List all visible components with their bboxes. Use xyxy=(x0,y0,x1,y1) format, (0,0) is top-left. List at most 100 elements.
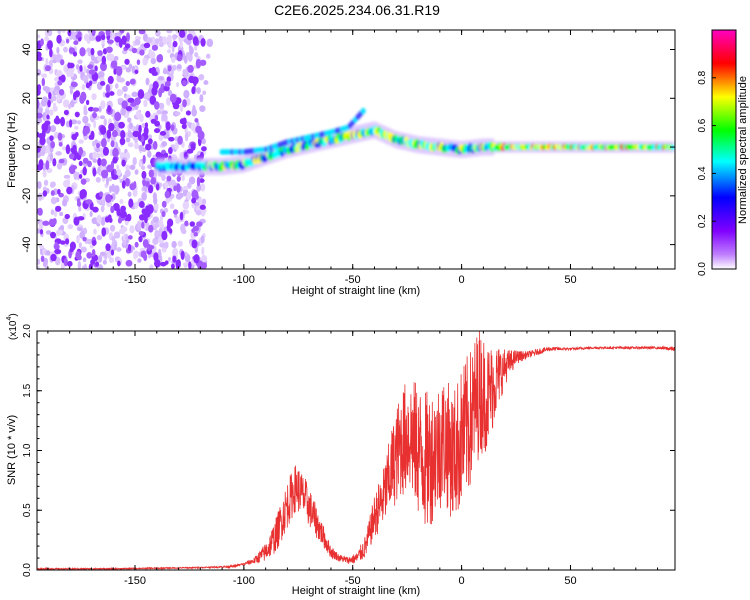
noise-speckle xyxy=(168,147,173,155)
y-tick-label: 40 xyxy=(21,43,33,55)
noise-speckle xyxy=(45,160,50,171)
noise-speckle xyxy=(120,107,127,116)
noise-speckle xyxy=(184,220,189,227)
noise-speckle xyxy=(195,58,202,69)
noise-speckle xyxy=(79,189,85,200)
noise-speckle xyxy=(56,34,62,44)
noise-speckle xyxy=(38,244,45,250)
noise-speckle xyxy=(119,198,124,205)
noise-speckle xyxy=(150,178,156,185)
noise-speckle xyxy=(91,217,98,225)
noise-speckle xyxy=(86,47,92,53)
noise-speckle xyxy=(167,256,171,262)
noise-speckle xyxy=(58,158,65,164)
noise-speckle xyxy=(113,55,119,61)
noise-speckle xyxy=(191,197,197,204)
noise-speckle xyxy=(109,257,114,263)
y-tick-label: 20 xyxy=(21,92,33,104)
colorbar-tick-label: 0.6 xyxy=(697,118,708,132)
noise-speckle xyxy=(82,127,88,137)
noise-speckle xyxy=(114,111,122,122)
noise-speckle xyxy=(176,64,182,70)
noise-speckle xyxy=(116,207,121,217)
noise-speckle xyxy=(95,146,100,153)
noise-speckle xyxy=(189,46,194,55)
y-tick-label: -20 xyxy=(21,188,33,204)
noise-speckle xyxy=(200,208,206,217)
noise-speckle xyxy=(148,184,154,194)
noise-speckle xyxy=(144,143,152,151)
snr-x-axis-label: Height of straight line (km) xyxy=(292,585,420,597)
noise-speckle xyxy=(56,46,60,54)
noise-speckle xyxy=(199,105,206,113)
noise-speckle xyxy=(163,152,169,159)
noise-speckle xyxy=(153,128,161,134)
noise-speckle xyxy=(125,177,130,187)
noise-speckle xyxy=(64,238,70,245)
noise-speckle xyxy=(63,109,69,116)
noise-speckle xyxy=(63,179,70,188)
noise-speckle xyxy=(40,144,46,153)
noise-speckle xyxy=(49,48,53,58)
noise-speckle xyxy=(48,92,52,100)
noise-speckle xyxy=(188,261,192,269)
noise-speckle xyxy=(107,105,112,113)
noise-speckle xyxy=(46,114,50,120)
noise-speckle xyxy=(147,134,153,140)
noise-speckle xyxy=(138,160,142,168)
noise-speckle xyxy=(134,39,141,46)
noise-speckle xyxy=(114,185,120,194)
noise-speckle xyxy=(127,117,132,123)
noise-speckle xyxy=(72,51,78,57)
noise-speckle xyxy=(189,30,194,35)
noise-speckle xyxy=(110,60,118,69)
noise-speckle xyxy=(201,198,207,206)
noise-speckle xyxy=(112,147,119,158)
snr-y-ticks: 0.0 0.5 1.0 1.5 2.0 xyxy=(22,324,675,577)
noise-speckle xyxy=(143,126,149,136)
noise-speckle xyxy=(182,69,186,75)
noise-speckle xyxy=(82,157,89,164)
noise-speckle xyxy=(55,205,62,212)
noise-speckle xyxy=(79,65,83,72)
noise-speckle xyxy=(116,247,122,252)
noise-speckle xyxy=(56,162,63,170)
noise-speckle xyxy=(183,185,189,191)
noise-speckle xyxy=(58,89,65,96)
noise-speckle xyxy=(182,117,187,125)
noise-speckle xyxy=(83,109,88,116)
noise-speckle xyxy=(155,30,161,37)
noise-speckle xyxy=(83,65,87,74)
noise-speckle xyxy=(86,160,92,168)
noise-speckle xyxy=(184,132,189,142)
noise-speckle xyxy=(158,248,162,257)
noise-speckle xyxy=(180,223,186,233)
noise-speckle xyxy=(95,261,100,267)
noise-speckle xyxy=(165,196,170,204)
noise-speckle xyxy=(111,183,116,193)
noise-speckle xyxy=(73,216,80,226)
spectrogram-panel: -150 -100 -50 0 50 -40 -20 0 20 40 Height of str… xyxy=(6,29,676,297)
noise-speckle xyxy=(134,169,139,175)
noise-speckle xyxy=(88,35,96,41)
spectrogram-x-axis-label: Height of straight line (km) xyxy=(292,285,420,297)
noise-speckle xyxy=(78,139,84,144)
noise-speckle xyxy=(138,214,146,221)
colorbar: 0.0 0.2 0.4 0.6 0.8 Normalized spectral ampl… xyxy=(697,29,749,276)
noise-speckle xyxy=(158,102,165,110)
noise-speckle xyxy=(72,31,77,41)
noise-speckle xyxy=(76,227,83,232)
x-tick-label: -150 xyxy=(124,575,146,587)
noise-speckle xyxy=(105,46,113,53)
noise-speckle xyxy=(85,199,93,205)
page-title: C2E6.2025.234.06.31.R19 xyxy=(274,2,440,18)
x-tick-label: -150 xyxy=(124,274,146,286)
noise-speckle xyxy=(185,51,191,58)
noise-speckle xyxy=(91,93,97,101)
noise-speckle xyxy=(52,158,57,167)
noise-speckle xyxy=(76,198,81,205)
noise-speckle xyxy=(161,141,168,147)
noise-speckle xyxy=(106,164,113,173)
noise-speckle xyxy=(142,239,149,248)
